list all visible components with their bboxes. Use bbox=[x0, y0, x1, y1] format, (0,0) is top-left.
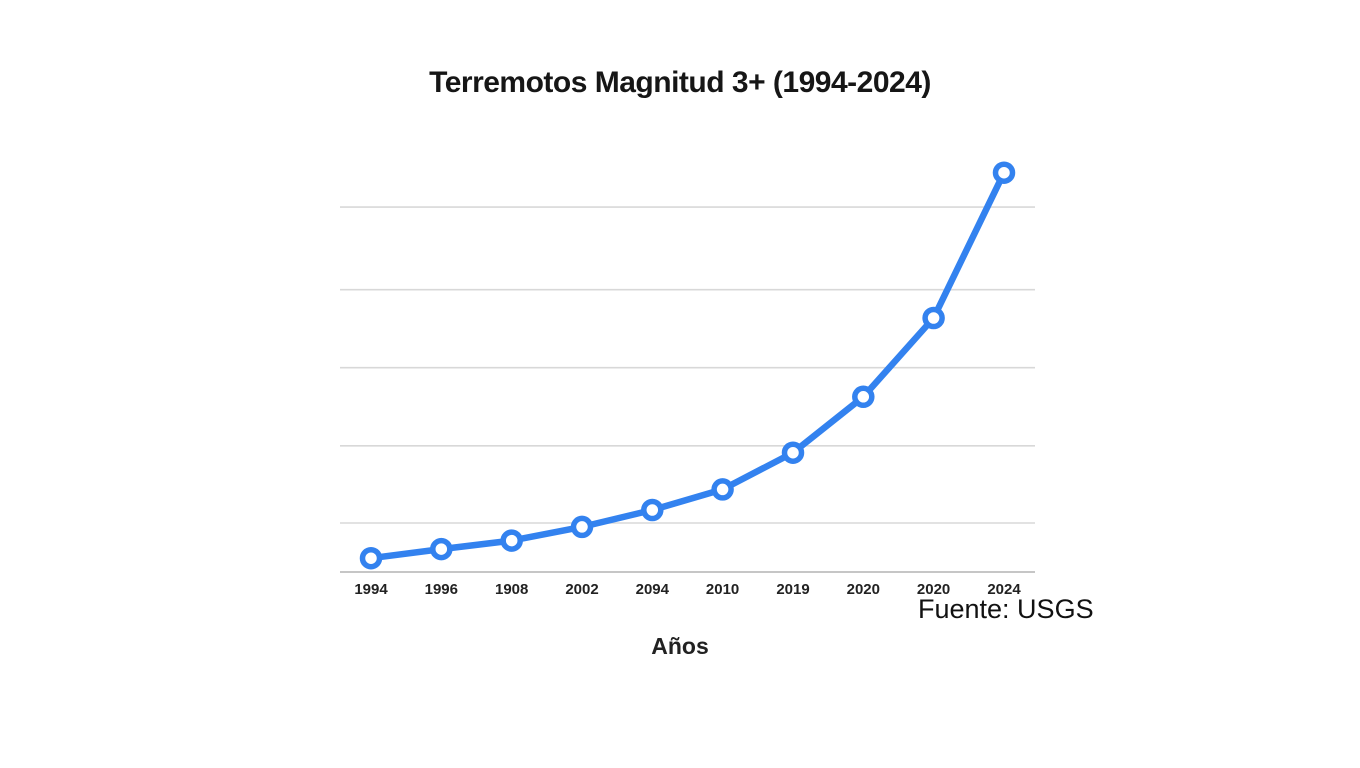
x-tick-label: 2019 bbox=[776, 581, 809, 598]
data-point-marker bbox=[852, 385, 875, 409]
x-tick-label: 2002 bbox=[565, 581, 598, 598]
data-point-marker bbox=[711, 478, 734, 501]
series-polyline bbox=[367, 169, 1008, 562]
data-point-markers bbox=[359, 161, 1016, 570]
x-axis-tick-labels: 1994 1996 1908 2002 2094 2010 2019 2020 2020 2024 bbox=[354, 581, 1021, 598]
data-point-marker bbox=[781, 441, 805, 464]
data-point-marker bbox=[922, 306, 945, 330]
chart-title: Terremotos Magnitud 3+ (1994-2024) bbox=[429, 66, 931, 99]
data-series-line bbox=[367, 169, 1008, 562]
x-tick-label: 1996 bbox=[425, 581, 458, 598]
x-tick-label: 2020 bbox=[917, 581, 950, 598]
x-tick-label: 2094 bbox=[636, 581, 670, 598]
data-point-marker bbox=[641, 498, 664, 522]
data-point-marker bbox=[359, 546, 383, 570]
x-axis-title: Años bbox=[651, 633, 709, 659]
data-point-marker bbox=[430, 537, 453, 561]
data-point-marker bbox=[570, 515, 594, 539]
x-tick-label: 1994 bbox=[354, 581, 388, 598]
gridlines bbox=[340, 206, 1035, 524]
x-tick-label: 2020 bbox=[847, 581, 880, 598]
x-tick-label: 1908 bbox=[495, 581, 528, 598]
source-note: Fuente: USGS bbox=[918, 594, 1094, 624]
line-chart: 1994 1996 1908 2002 2094 2010 2019 2020 2020 2024 bbox=[340, 161, 1035, 598]
data-point-marker bbox=[500, 529, 523, 552]
x-tick-label: 2010 bbox=[706, 581, 739, 598]
x-tick-label: 2024 bbox=[987, 581, 1021, 598]
data-point-marker bbox=[992, 161, 1016, 184]
